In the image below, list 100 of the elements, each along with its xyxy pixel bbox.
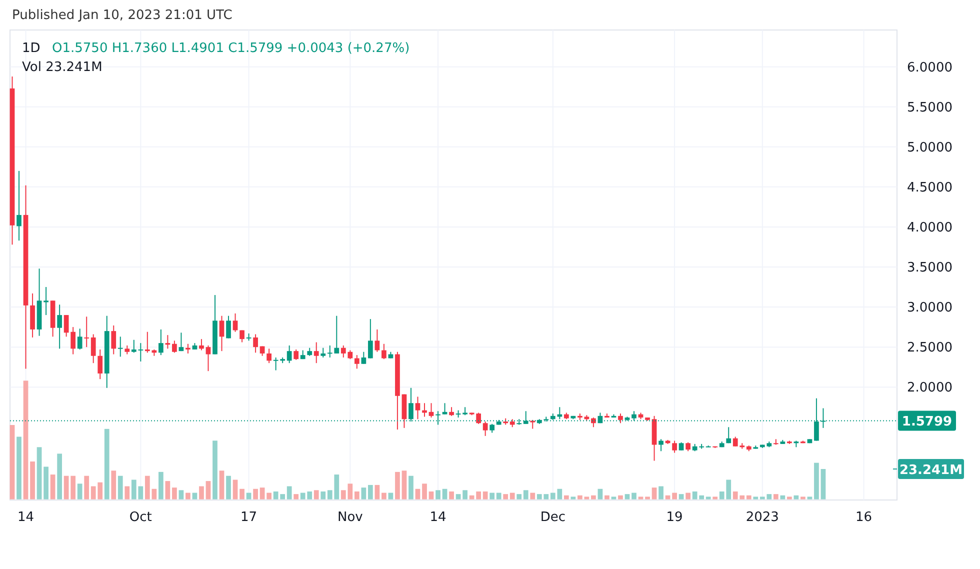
x-tick-label: Nov [337, 510, 364, 525]
y-tick-label: 4.0000 [907, 220, 952, 236]
bar [30, 461, 35, 500]
candlestick [16, 170, 22, 242]
bar [36, 447, 42, 500]
annotation: Vol 23.241M [22, 60, 102, 75]
x-tick-label: 19 [666, 510, 683, 525]
bar [510, 492, 515, 500]
bar [192, 492, 198, 500]
bar [240, 488, 244, 500]
candlestick [266, 348, 272, 364]
bar [706, 496, 711, 500]
bar [780, 495, 786, 500]
y-tick-label: 3.5000 [907, 260, 952, 276]
x-tick-label: 17 [240, 510, 258, 525]
bar [388, 492, 394, 500]
candlestick [186, 343, 190, 354]
candlestick [206, 344, 211, 372]
candlestick [286, 344, 292, 364]
candlestick [726, 426, 732, 444]
bar [442, 488, 448, 500]
bar [490, 492, 495, 500]
bar [314, 490, 319, 500]
bar [158, 472, 164, 500]
bar [374, 484, 380, 500]
bar [665, 495, 670, 500]
bar [462, 490, 468, 500]
candlestick [226, 315, 231, 339]
bar [10, 424, 15, 500]
ref-line-label: 1.5799 [902, 414, 952, 430]
bar [178, 490, 184, 500]
x-tick-label: 16 [856, 510, 872, 525]
candlestick [199, 338, 204, 351]
bar [787, 496, 792, 500]
bar [807, 496, 812, 500]
bar [794, 495, 799, 500]
candlestick [354, 354, 360, 370]
bar [361, 488, 366, 500]
bar [712, 496, 718, 500]
bar [186, 492, 190, 500]
bar [476, 491, 481, 500]
candlestick [482, 421, 488, 436]
x-tick-label: 14 [17, 510, 34, 525]
candlestick [314, 342, 319, 364]
bar [482, 491, 488, 500]
bar [645, 496, 650, 500]
y2-tick-label: 23.241M [899, 463, 963, 478]
annotation: O1.5750 H1.7360 L1.4901 C1.5799 +0.0043 (+0.27%) [52, 41, 410, 56]
candlestick [84, 316, 90, 348]
bar [118, 476, 123, 500]
bar [530, 492, 536, 500]
bar [253, 488, 258, 500]
bar [408, 476, 414, 500]
candlestick [442, 402, 448, 415]
bar [598, 488, 603, 500]
bar [638, 496, 644, 500]
candlestick [415, 396, 420, 420]
bar [320, 491, 326, 500]
bar [286, 486, 292, 500]
bar [382, 492, 386, 500]
candlestick [368, 318, 373, 359]
candlestick [658, 438, 664, 452]
bar [632, 492, 636, 500]
candlestick [374, 328, 380, 352]
bar [294, 494, 299, 500]
bar [436, 490, 440, 500]
y-tick-label: 5.5000 [907, 100, 952, 116]
bar [618, 495, 623, 500]
y-tick-label: 6.0000 [907, 60, 952, 76]
bar [172, 488, 177, 500]
bar [246, 492, 252, 500]
candlestick [232, 312, 238, 332]
bar [415, 488, 420, 500]
candlestick [158, 328, 164, 356]
bar [672, 492, 677, 500]
bar [503, 494, 508, 500]
candlestick [172, 340, 177, 354]
bar [199, 486, 204, 500]
candlestick [219, 315, 224, 352]
bar [564, 495, 569, 500]
y-tick-label: 2.0000 [907, 380, 952, 396]
bar [16, 436, 22, 500]
candlestick [618, 413, 623, 424]
candlestick [476, 412, 481, 424]
bar [422, 484, 427, 500]
bar [753, 496, 758, 500]
x-tick-label: Oct [129, 510, 152, 525]
y-tick-label: 5.0000 [907, 140, 952, 156]
bar [165, 481, 170, 500]
bar [57, 454, 62, 500]
bar [800, 496, 806, 500]
x-tick-label: 14 [430, 510, 446, 525]
bar [604, 495, 610, 500]
bar [658, 486, 664, 500]
bar [111, 470, 116, 500]
bar [624, 494, 630, 500]
bar [652, 488, 657, 500]
bar [77, 484, 82, 500]
y-tick-label: 4.5000 [907, 180, 952, 196]
x-tick-label: 2023 [746, 510, 779, 525]
